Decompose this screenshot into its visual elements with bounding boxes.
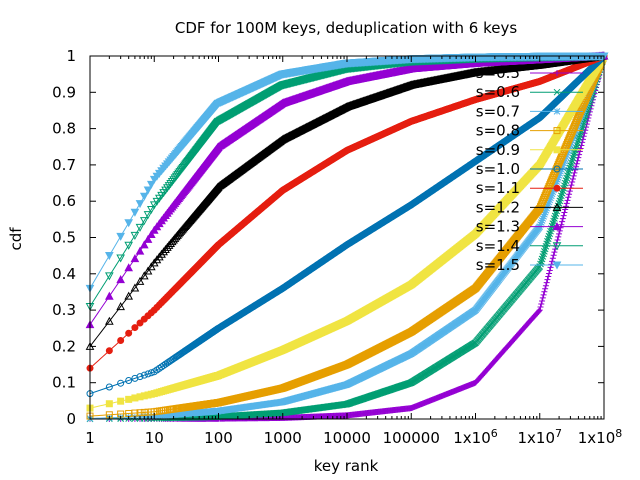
data-point <box>560 212 567 219</box>
data-point <box>542 282 549 289</box>
data-point <box>135 246 145 255</box>
data-point <box>117 336 125 344</box>
y-axis-label: cdf <box>7 227 25 251</box>
data-point <box>566 188 573 195</box>
data-point <box>124 263 134 272</box>
data-point <box>538 301 545 308</box>
data-point <box>570 172 577 179</box>
data-point <box>569 179 576 186</box>
chart-title: CDF for 100M keys, deduplication with 6 … <box>175 19 517 37</box>
data-point <box>105 347 113 355</box>
data-point <box>546 270 553 277</box>
data-point <box>549 255 556 262</box>
data-point <box>565 194 572 201</box>
series-s=0.7 <box>86 52 608 422</box>
data-point <box>568 182 575 189</box>
data-point <box>562 203 569 210</box>
data-point <box>577 145 584 152</box>
data-point <box>549 258 556 265</box>
data-point <box>131 324 139 332</box>
data-point <box>551 249 558 256</box>
data-point <box>572 166 579 173</box>
data-point <box>566 191 573 198</box>
data-point <box>569 175 576 182</box>
data-point <box>571 169 578 176</box>
data-point <box>556 230 563 237</box>
data-point <box>581 130 588 137</box>
data-point <box>125 395 133 403</box>
data-point <box>543 279 550 286</box>
data-point <box>563 200 570 207</box>
data-point <box>125 329 133 337</box>
data-point <box>130 254 140 263</box>
series-line <box>89 55 605 347</box>
data-point <box>548 261 555 268</box>
data-point <box>539 294 546 301</box>
data-point <box>542 285 549 292</box>
series-s=1.2 <box>85 51 609 350</box>
data-point <box>535 307 542 314</box>
data-point <box>573 160 580 167</box>
x-axis-label: key rank <box>314 457 379 475</box>
data-point <box>541 288 548 295</box>
data-point <box>578 142 585 149</box>
data-point <box>537 304 544 311</box>
data-point <box>544 276 551 283</box>
data-point <box>550 252 557 259</box>
data-point <box>580 133 587 140</box>
data-point <box>116 275 125 284</box>
data-point <box>559 215 566 222</box>
data-point <box>555 233 562 240</box>
data-point <box>559 218 566 225</box>
plot-area <box>85 51 609 423</box>
data-point <box>539 297 546 304</box>
data-point <box>117 397 125 405</box>
data-point <box>564 197 571 204</box>
data-point <box>540 291 547 298</box>
data-point <box>545 273 552 280</box>
data-point <box>576 151 583 158</box>
data-point <box>561 209 568 216</box>
data-point <box>554 236 561 243</box>
data-point <box>105 400 113 408</box>
data-point <box>546 267 553 274</box>
data-point <box>105 291 114 300</box>
